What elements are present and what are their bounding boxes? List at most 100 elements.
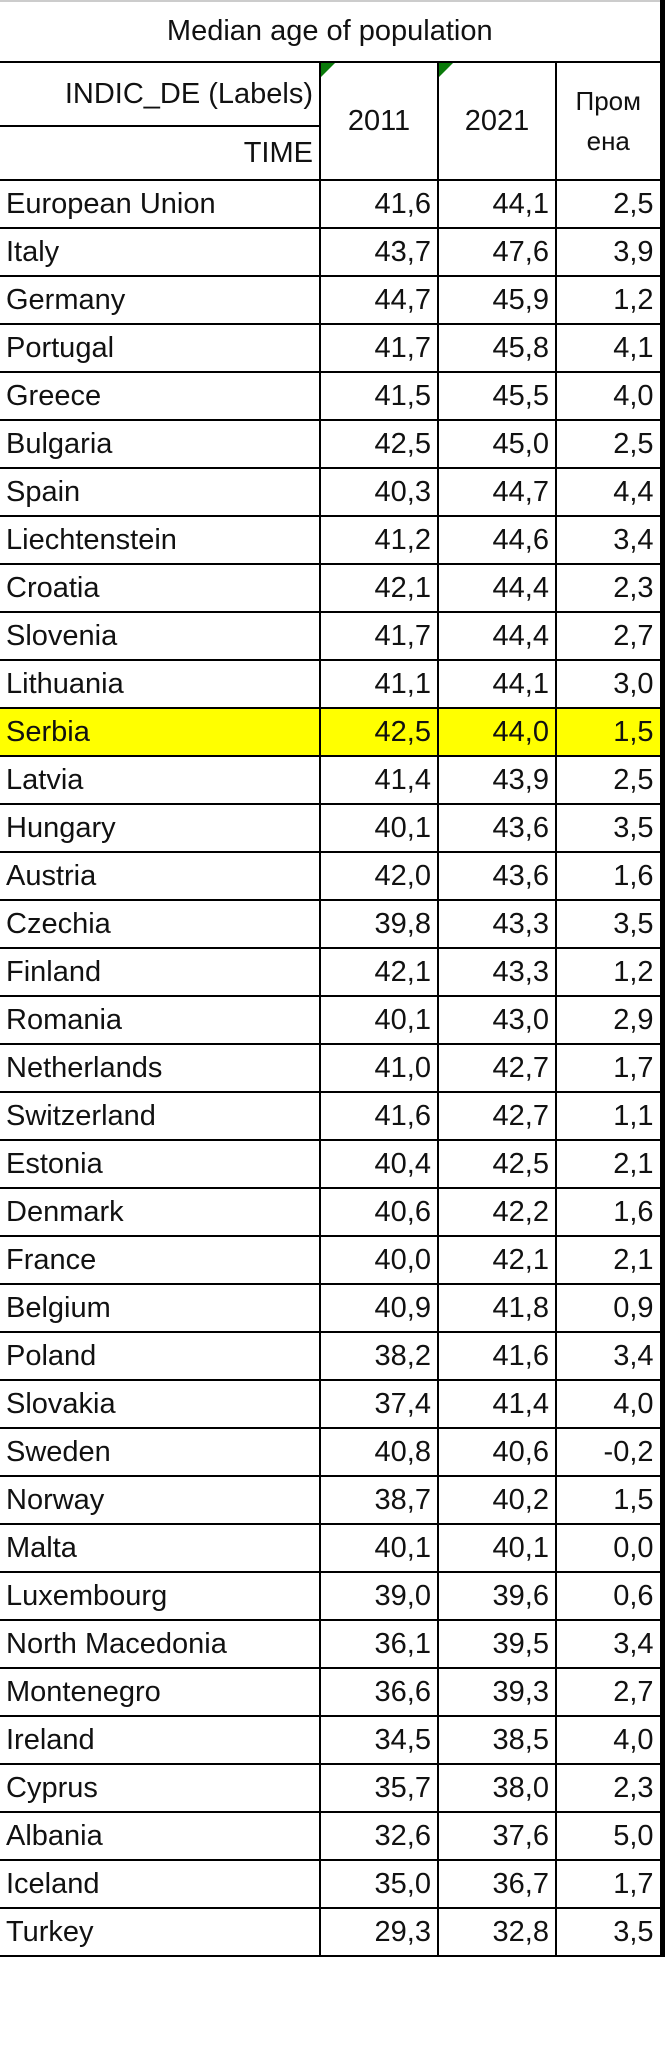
country-cell[interactable]: Sweden: [0, 1427, 321, 1477]
change-cell[interactable]: 2,3: [554, 563, 664, 613]
country-cell[interactable]: Malta: [0, 1523, 321, 1573]
value-2021-cell[interactable]: 38,0: [437, 1763, 557, 1813]
value-2011-cell[interactable]: 42,5: [319, 419, 439, 469]
value-2021-cell[interactable]: 43,9: [437, 755, 557, 805]
country-cell[interactable]: Poland: [0, 1331, 321, 1381]
value-2021-cell[interactable]: 44,1: [437, 179, 557, 229]
change-cell[interactable]: 3,4: [554, 1619, 664, 1669]
value-2021-cell[interactable]: 41,8: [437, 1283, 557, 1333]
value-2011-cell[interactable]: 41,0: [319, 1043, 439, 1093]
value-2011-cell[interactable]: 36,1: [319, 1619, 439, 1669]
value-2021-cell[interactable]: 44,4: [437, 611, 557, 661]
change-cell[interactable]: 4,1: [554, 323, 664, 373]
country-cell[interactable]: Croatia: [0, 563, 321, 613]
change-cell[interactable]: 2,9: [554, 995, 664, 1045]
change-cell[interactable]: 3,0: [554, 659, 664, 709]
change-cell[interactable]: 1,5: [554, 707, 664, 757]
value-2011-cell[interactable]: 40,0: [319, 1235, 439, 1285]
country-cell[interactable]: Iceland: [0, 1859, 321, 1909]
value-2021-cell[interactable]: 42,5: [437, 1139, 557, 1189]
value-2021-cell[interactable]: 45,8: [437, 323, 557, 373]
value-2021-cell[interactable]: 40,1: [437, 1523, 557, 1573]
country-cell[interactable]: North Macedonia: [0, 1619, 321, 1669]
value-2021-cell[interactable]: 40,2: [437, 1475, 557, 1525]
header-time-cell[interactable]: TIME: [0, 125, 321, 181]
country-cell[interactable]: Belgium: [0, 1283, 321, 1333]
change-cell[interactable]: 4,0: [554, 371, 664, 421]
value-2011-cell[interactable]: 35,7: [319, 1763, 439, 1813]
value-2011-cell[interactable]: 36,6: [319, 1667, 439, 1717]
value-2021-cell[interactable]: 45,0: [437, 419, 557, 469]
value-2021-cell[interactable]: 43,6: [437, 851, 557, 901]
change-cell[interactable]: 1,7: [554, 1043, 664, 1093]
change-cell[interactable]: 3,4: [554, 1331, 664, 1381]
value-2011-cell[interactable]: 40,8: [319, 1427, 439, 1477]
change-cell[interactable]: 4,0: [554, 1715, 664, 1765]
country-cell[interactable]: Lithuania: [0, 659, 321, 709]
country-cell[interactable]: Italy: [0, 227, 321, 277]
change-cell[interactable]: 5,0: [554, 1811, 664, 1861]
value-2021-cell[interactable]: 47,6: [437, 227, 557, 277]
value-2011-cell[interactable]: 39,0: [319, 1571, 439, 1621]
value-2011-cell[interactable]: 38,7: [319, 1475, 439, 1525]
value-2021-cell[interactable]: 44,6: [437, 515, 557, 565]
country-cell[interactable]: Germany: [0, 275, 321, 325]
value-2021-cell[interactable]: 42,7: [437, 1091, 557, 1141]
change-cell[interactable]: -0,2: [554, 1427, 664, 1477]
header-change-cell[interactable]: Пром ена: [554, 61, 664, 181]
value-2021-cell[interactable]: 32,8: [437, 1907, 557, 1957]
header-2011-cell[interactable]: 2011: [319, 61, 439, 181]
country-cell[interactable]: Portugal: [0, 323, 321, 373]
country-cell[interactable]: Estonia: [0, 1139, 321, 1189]
value-2011-cell[interactable]: 38,2: [319, 1331, 439, 1381]
country-cell[interactable]: Slovakia: [0, 1379, 321, 1429]
country-cell[interactable]: Montenegro: [0, 1667, 321, 1717]
value-2011-cell[interactable]: 37,4: [319, 1379, 439, 1429]
value-2011-cell[interactable]: 41,7: [319, 611, 439, 661]
change-cell[interactable]: 3,5: [554, 899, 664, 949]
value-2011-cell[interactable]: 44,7: [319, 275, 439, 325]
value-2011-cell[interactable]: 41,6: [319, 179, 439, 229]
country-cell[interactable]: Slovenia: [0, 611, 321, 661]
country-cell[interactable]: Luxembourg: [0, 1571, 321, 1621]
value-2021-cell[interactable]: 40,6: [437, 1427, 557, 1477]
change-cell[interactable]: 2,5: [554, 419, 664, 469]
value-2021-cell[interactable]: 43,6: [437, 803, 557, 853]
value-2011-cell[interactable]: 41,4: [319, 755, 439, 805]
country-cell[interactable]: Romania: [0, 995, 321, 1045]
country-cell[interactable]: Turkey: [0, 1907, 321, 1957]
value-2011-cell[interactable]: 40,4: [319, 1139, 439, 1189]
value-2011-cell[interactable]: 42,1: [319, 563, 439, 613]
country-cell[interactable]: Latvia: [0, 755, 321, 805]
country-cell[interactable]: Czechia: [0, 899, 321, 949]
header-indic-cell[interactable]: INDIC_DE (Labels): [0, 61, 321, 127]
value-2011-cell[interactable]: 29,3: [319, 1907, 439, 1957]
value-2021-cell[interactable]: 41,4: [437, 1379, 557, 1429]
change-cell[interactable]: 2,3: [554, 1763, 664, 1813]
value-2021-cell[interactable]: 44,7: [437, 467, 557, 517]
value-2021-cell[interactable]: 43,0: [437, 995, 557, 1045]
country-cell[interactable]: Hungary: [0, 803, 321, 853]
country-cell[interactable]: Denmark: [0, 1187, 321, 1237]
change-cell[interactable]: 2,7: [554, 611, 664, 661]
change-cell[interactable]: 1,6: [554, 1187, 664, 1237]
value-2021-cell[interactable]: 39,5: [437, 1619, 557, 1669]
value-2011-cell[interactable]: 42,5: [319, 707, 439, 757]
value-2011-cell[interactable]: 41,6: [319, 1091, 439, 1141]
value-2011-cell[interactable]: 40,1: [319, 1523, 439, 1573]
change-cell[interactable]: 1,7: [554, 1859, 664, 1909]
value-2011-cell[interactable]: 34,5: [319, 1715, 439, 1765]
value-2021-cell[interactable]: 41,6: [437, 1331, 557, 1381]
value-2021-cell[interactable]: 43,3: [437, 947, 557, 997]
value-2011-cell[interactable]: 40,9: [319, 1283, 439, 1333]
change-cell[interactable]: 0,6: [554, 1571, 664, 1621]
value-2021-cell[interactable]: 42,2: [437, 1187, 557, 1237]
value-2011-cell[interactable]: 40,3: [319, 467, 439, 517]
change-cell[interactable]: 1,6: [554, 851, 664, 901]
change-cell[interactable]: 3,5: [554, 803, 664, 853]
change-cell[interactable]: 0,0: [554, 1523, 664, 1573]
value-2021-cell[interactable]: 43,3: [437, 899, 557, 949]
value-2011-cell[interactable]: 41,2: [319, 515, 439, 565]
value-2021-cell[interactable]: 45,9: [437, 275, 557, 325]
change-cell[interactable]: 2,1: [554, 1139, 664, 1189]
